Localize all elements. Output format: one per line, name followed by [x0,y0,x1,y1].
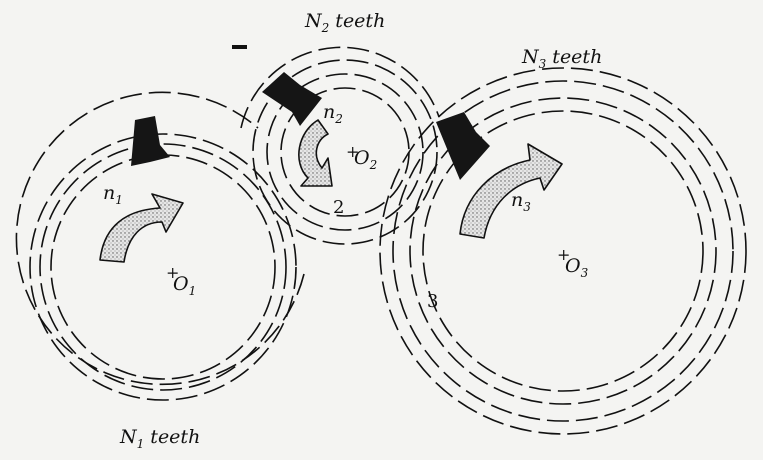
gear-3-number-label: 3 [427,291,438,312]
gear-1-pitch-circle [29,133,297,401]
gear-1-outer-addendum-circle [15,91,305,386]
gear-2-rotation-arrow [298,119,333,187]
gear-1-speed-label: n1 [103,182,123,207]
gear-3-teeth-label: N3 teeth [521,46,602,71]
gear-3-rotation-arrow [459,143,563,239]
gear-1-tooth [131,116,170,166]
gear-2-outer-addendum-circle [240,46,440,129]
gear-1-rotation-arrow [99,193,184,263]
gear-3-dedendum-circle [422,110,704,392]
gear-3-pitch-circle [392,80,734,422]
gear-3 [379,67,747,435]
gear-2-addendum-circle [266,73,424,231]
gear-2-pitch-circle [252,59,438,245]
gear-2-speed-label: n2 [323,101,343,126]
gear-3-outer-addendum-circle [379,67,747,435]
gear-3-tooth [436,112,490,180]
gear-3-center-label: O3 [565,255,589,280]
gear-2-teeth-label: N2 teeth [304,10,385,35]
gear-2-center-mark: + [346,142,359,161]
gear-1-center-mark: + [166,263,179,282]
gear-3-center-mark: + [557,245,570,264]
gear-1-teeth-label: N1 teeth [119,426,200,451]
gear-2-number-label: 2 [333,197,344,218]
gear-1-center-label: O1 [173,273,196,298]
small-dash-mark [232,45,247,49]
gear-3-speed-label: n3 [511,189,531,214]
gear-2-center-label: O2 [354,147,377,172]
gear-2-tooth [262,72,322,126]
gear-1-dedendum-circle [50,154,276,380]
gear-1 [15,91,305,401]
gear-1-addendum-circle [39,143,287,391]
gear-3-addendum-circle [409,97,717,405]
